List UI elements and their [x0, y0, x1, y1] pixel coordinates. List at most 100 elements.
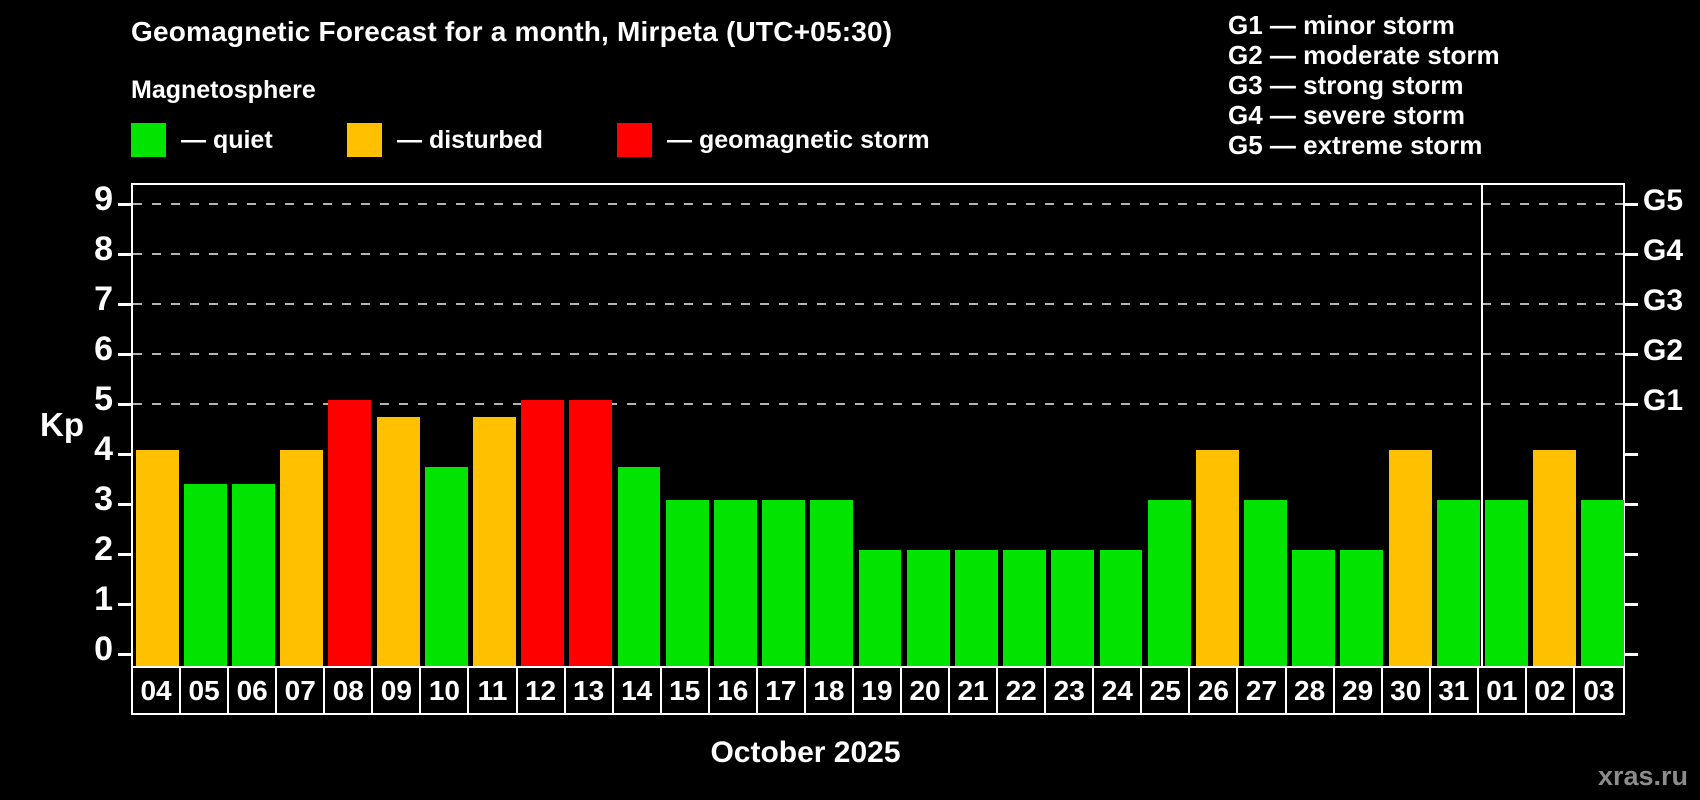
watermark: xras.ru [1597, 761, 1688, 791]
y-axis-tick-label-8: 8 [94, 230, 113, 268]
x-axis-date-cell-03: 03 [1583, 674, 1615, 706]
kp-bar-19 [858, 550, 902, 666]
x-axis-date-cell-20: 20 [902, 668, 951, 713]
y-axis-title: Kp [40, 406, 84, 443]
x-axis-date-cell-06: 06 [229, 668, 278, 713]
y-axis-tick-left-3 [118, 502, 131, 506]
y-axis-tick-left-9 [118, 202, 131, 206]
right-axis-label-g3: G3 [1643, 284, 1684, 317]
legend-label-storm: — geomagnetic storm [667, 125, 930, 154]
x-axis-date-cell-08: 08 [325, 668, 374, 713]
y-axis-tick-right-6 [1625, 352, 1638, 356]
x-axis-date-cell-23: 23 [1046, 668, 1095, 713]
x-axis-date-cell-29: 29 [1335, 668, 1383, 713]
kp-bar-01 [1485, 500, 1528, 666]
x-axis-date-cell-17: 17 [758, 668, 806, 713]
x-axis-date-cell-09: 09 [373, 668, 422, 713]
y-axis-tick-label-9: 9 [94, 180, 113, 218]
kp-bar-05 [183, 483, 227, 666]
x-axis-date-cell-10: 10 [421, 668, 470, 713]
kp-bar-30 [1388, 450, 1432, 666]
storm-scale-line-g4: G4 — severe storm [1228, 100, 1466, 130]
kp-bar-20 [906, 550, 950, 666]
gridline-kp-8 [133, 253, 1623, 255]
kp-bar-08 [328, 400, 372, 666]
storm-scale-line-g2: G2 — moderate storm [1228, 40, 1500, 70]
x-axis-date-cell-31: 31 [1431, 668, 1479, 713]
kp-bar-04 [135, 450, 179, 666]
x-axis-date-cell-16: 16 [710, 668, 758, 713]
gridline-kp-5 [133, 403, 1623, 405]
legend-item-storm: — geomagnetic storm [617, 122, 930, 158]
x-axis-date-cell-19: 19 [854, 668, 903, 713]
storm-scale-line-g3: G3 — strong storm [1228, 70, 1464, 100]
kp-bar-22 [1003, 550, 1047, 666]
kp-bar-03 [1581, 500, 1625, 666]
y-axis-tick-right-9 [1625, 202, 1638, 206]
kp-bar-16 [713, 500, 757, 666]
x-axis-date-cell-04: 04 [133, 668, 182, 713]
y-axis-tick-left-4 [118, 452, 131, 456]
y-axis-tick-label-1: 1 [94, 580, 113, 618]
x-axis-date-cell-26: 26 [1190, 668, 1239, 713]
y-axis-tick-right-7 [1625, 302, 1638, 306]
x-axis-date-cell-07: 07 [277, 668, 326, 713]
kp-bar-06 [232, 483, 275, 666]
y-axis-tick-label-0: 0 [94, 630, 113, 668]
kp-bar-10 [424, 466, 468, 666]
x-axis-date-cell-01: 01 [1479, 668, 1527, 713]
x-axis-date-cell-30: 30 [1383, 668, 1431, 713]
month-separator-line [1481, 185, 1484, 666]
y-axis-tick-right-1 [1625, 602, 1638, 606]
x-axis-date-cell-28: 28 [1287, 668, 1335, 713]
kp-bar-26 [1195, 450, 1239, 666]
chart-title: Geomagnetic Forecast for a month, Mirpet… [131, 16, 893, 47]
x-axis-date-cell-05: 05 [181, 668, 230, 713]
kp-bar-11 [473, 416, 516, 666]
x-axis-date-cell-02: 02 [1527, 668, 1575, 713]
gridline-kp-7 [133, 303, 1623, 305]
kp-bar-14 [617, 466, 661, 666]
kp-bar-15 [665, 500, 709, 666]
chart-subtitle: Magnetosphere [131, 76, 316, 104]
month-label: October 2025 [710, 736, 901, 769]
y-axis-tick-left-8 [118, 252, 131, 256]
y-axis-tick-label-5: 5 [94, 380, 113, 418]
x-axis-date-cell-22: 22 [998, 668, 1047, 713]
right-axis-label-g5: G5 [1643, 184, 1684, 217]
x-axis-date-cell-18: 18 [806, 668, 854, 713]
kp-bar-09 [376, 416, 420, 666]
right-axis-label-g4: G4 [1643, 234, 1684, 267]
kp-bar-18 [810, 500, 854, 666]
kp-bar-24 [1099, 550, 1143, 666]
plot-area [118, 183, 1638, 668]
y-axis-tick-label-7: 7 [94, 280, 113, 318]
y-axis-tick-right-2 [1625, 552, 1638, 556]
kp-bar-17 [762, 500, 806, 666]
y-axis-tick-right-4 [1625, 452, 1638, 456]
y-axis-tick-left-6 [118, 352, 131, 356]
kp-bar-31 [1436, 500, 1480, 666]
legend-label-disturbed: — disturbed [397, 125, 543, 154]
y-axis-tick-label-3: 3 [94, 480, 113, 518]
y-axis-tick-right-8 [1625, 252, 1638, 256]
kp-bar-12 [521, 400, 565, 666]
storm-scale-line-g1: G1 — minor storm [1228, 10, 1455, 40]
y-axis-tick-left-1 [118, 602, 131, 606]
x-axis-date-cell-12: 12 [518, 668, 566, 713]
y-axis-tick-left-2 [118, 552, 131, 556]
x-axis-date-cell-11: 11 [469, 668, 518, 713]
kp-bar-21 [954, 550, 998, 666]
kp-bar-07 [280, 450, 324, 666]
y-axis-tick-right-3 [1625, 502, 1638, 506]
kp-bar-27 [1244, 500, 1287, 666]
storm-scale-legend: G1 — minor storm G2 — moderate storm G3 … [1228, 10, 1500, 160]
kp-bar-02 [1533, 450, 1577, 666]
legend-label-quiet: — quiet [181, 125, 273, 154]
gridline-kp-6 [133, 353, 1623, 355]
kp-bar-29 [1340, 550, 1384, 666]
kp-bar-13 [569, 400, 613, 666]
disturbed-color-swatch [347, 123, 382, 157]
y-axis-tick-left-7 [118, 302, 131, 306]
